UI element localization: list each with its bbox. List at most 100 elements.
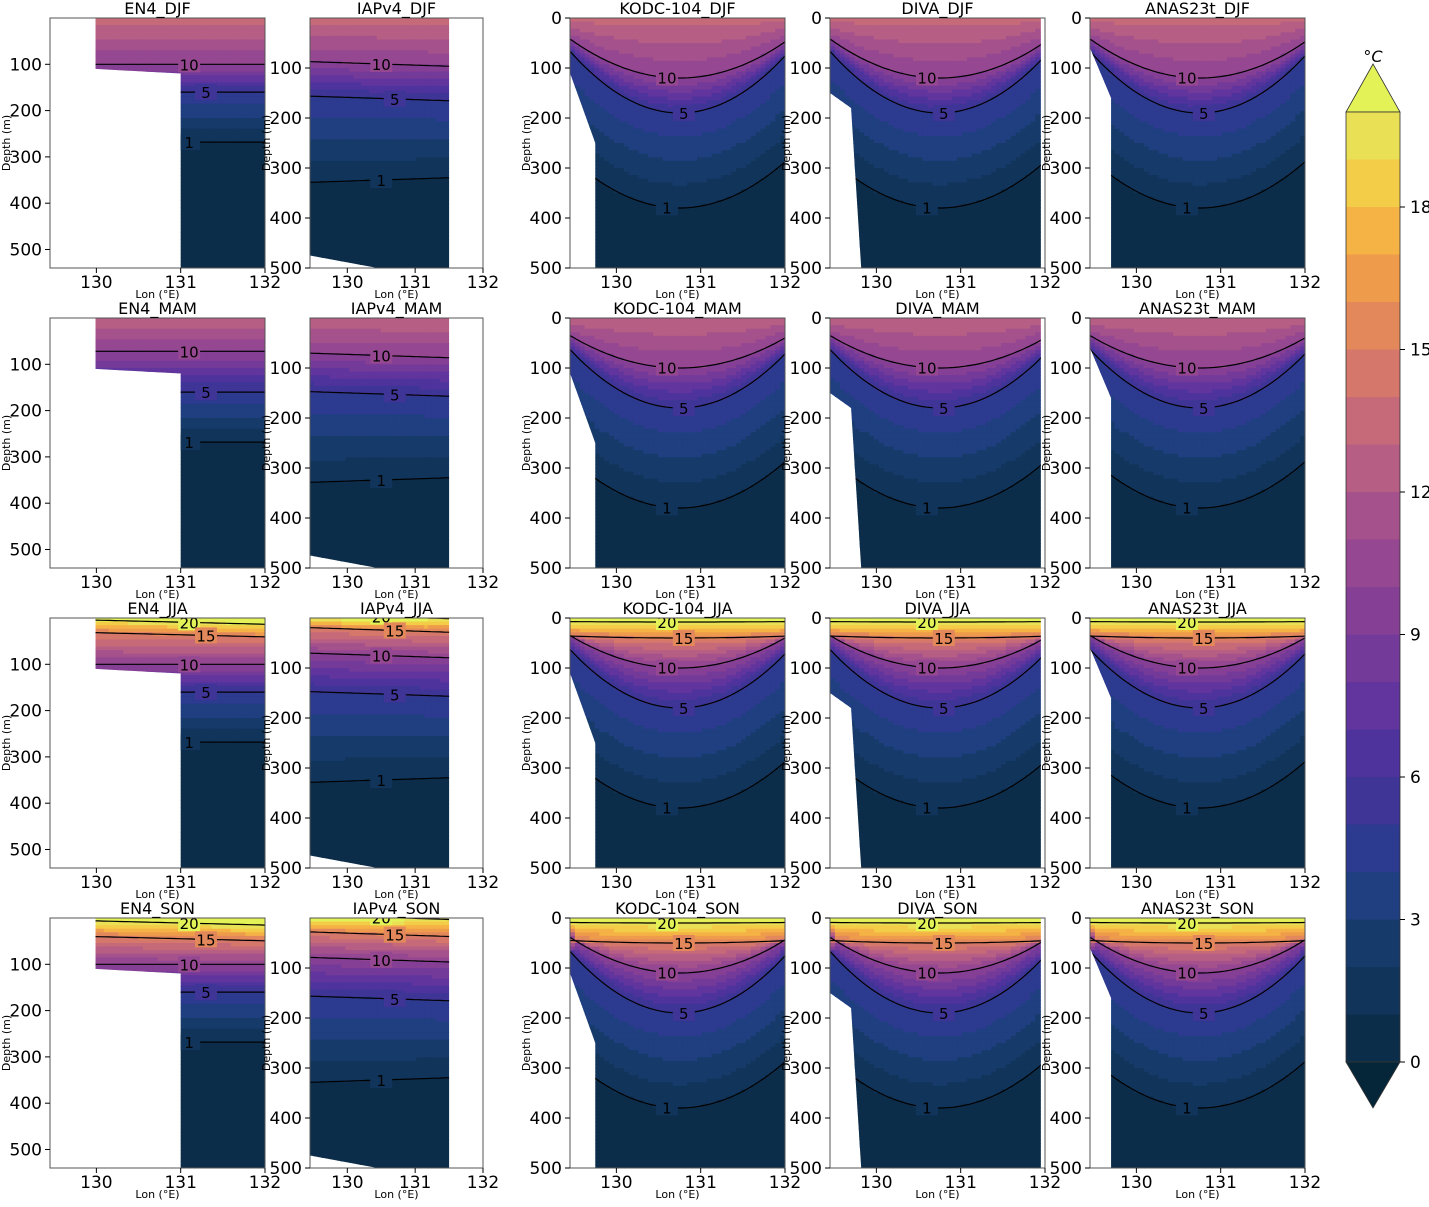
field-cell (245, 243, 250, 247)
field-cell (345, 75, 350, 79)
field-cell (177, 247, 182, 251)
field-cell (318, 257, 323, 261)
field-cell (114, 125, 119, 129)
field-cell (104, 164, 109, 168)
field-cell (114, 172, 119, 176)
field-cell (393, 239, 398, 243)
field-cell (70, 36, 75, 40)
field-cell (182, 182, 187, 186)
field-cell (221, 189, 226, 193)
field-cell (60, 75, 65, 79)
field-cell (143, 75, 148, 79)
field-cell (89, 118, 94, 122)
field-cell (221, 93, 226, 97)
y-tick-label: 500 (10, 240, 42, 260)
field-cell (349, 257, 354, 261)
field-cell (89, 47, 94, 51)
field-cell (153, 261, 158, 265)
field-cell (109, 139, 114, 143)
field-cell (400, 207, 405, 211)
field-cell (143, 54, 148, 58)
field-cell (245, 197, 250, 201)
field-cell (365, 50, 370, 54)
field-cell (206, 204, 211, 208)
field-cell (393, 86, 398, 90)
field-cell (148, 25, 153, 29)
field-cell (341, 89, 346, 93)
field-cell (99, 111, 104, 115)
field-cell (389, 204, 394, 208)
field-cell (357, 243, 362, 247)
field-cell (334, 89, 339, 93)
field-cell (236, 239, 241, 243)
field-cell (162, 161, 167, 165)
field-cell (250, 100, 255, 104)
field-cell (148, 207, 153, 211)
field-cell (250, 43, 255, 47)
field-cell (50, 122, 55, 126)
field-cell (123, 197, 128, 201)
field-cell (310, 172, 315, 176)
field-cell (345, 82, 350, 86)
field-cell (216, 64, 221, 68)
field-cell (172, 204, 177, 208)
field-cell (55, 204, 60, 208)
field-cell (216, 161, 221, 165)
field-cell (330, 129, 335, 133)
field-cell (192, 79, 197, 83)
field-cell (60, 139, 65, 143)
field-cell (326, 136, 331, 140)
field-cell (216, 150, 221, 154)
field-cell (389, 43, 394, 47)
field-cell (187, 111, 192, 115)
field-cell (123, 100, 128, 104)
field-cell (365, 32, 370, 36)
field-cell (187, 186, 192, 190)
field-cell (109, 54, 114, 58)
field-cell (94, 107, 99, 111)
field-cell (385, 114, 390, 118)
field-cell (182, 107, 187, 111)
field-cell (65, 36, 70, 40)
field-cell (322, 236, 327, 240)
field-cell (197, 189, 202, 193)
field-cell (326, 50, 331, 54)
field-cell (314, 111, 319, 115)
field-cell (148, 254, 153, 258)
field-cell (50, 164, 55, 168)
field-cell (373, 79, 378, 83)
field-cell (133, 104, 138, 108)
field-cell (241, 189, 246, 193)
field-cell (60, 204, 65, 208)
field-cell (133, 93, 138, 97)
field-cell (79, 122, 84, 126)
field-cell (250, 147, 255, 151)
field-cell (318, 186, 323, 190)
field-cell (79, 143, 84, 147)
field-cell (236, 32, 241, 36)
field-cell (365, 125, 370, 129)
field-cell (353, 118, 358, 122)
field-cell (128, 254, 133, 258)
field-cell (138, 100, 143, 104)
field-cell (231, 243, 236, 247)
field-cell (322, 75, 327, 79)
field-cell (206, 186, 211, 190)
field-cell (345, 132, 350, 136)
field-cell (322, 211, 327, 215)
field-cell (255, 254, 260, 258)
field-cell (104, 93, 109, 97)
field-cell (326, 147, 331, 151)
field-cell (167, 261, 172, 265)
field-cell (99, 82, 104, 86)
field-cell (236, 104, 241, 108)
field-cell (143, 32, 148, 36)
field-cell (123, 43, 128, 47)
field-cell (79, 39, 84, 43)
field-cell (357, 111, 362, 115)
field-cell (357, 93, 362, 97)
field-cell (377, 93, 382, 97)
field-cell (167, 154, 172, 158)
field-cell (138, 107, 143, 111)
field-cell (400, 186, 405, 190)
